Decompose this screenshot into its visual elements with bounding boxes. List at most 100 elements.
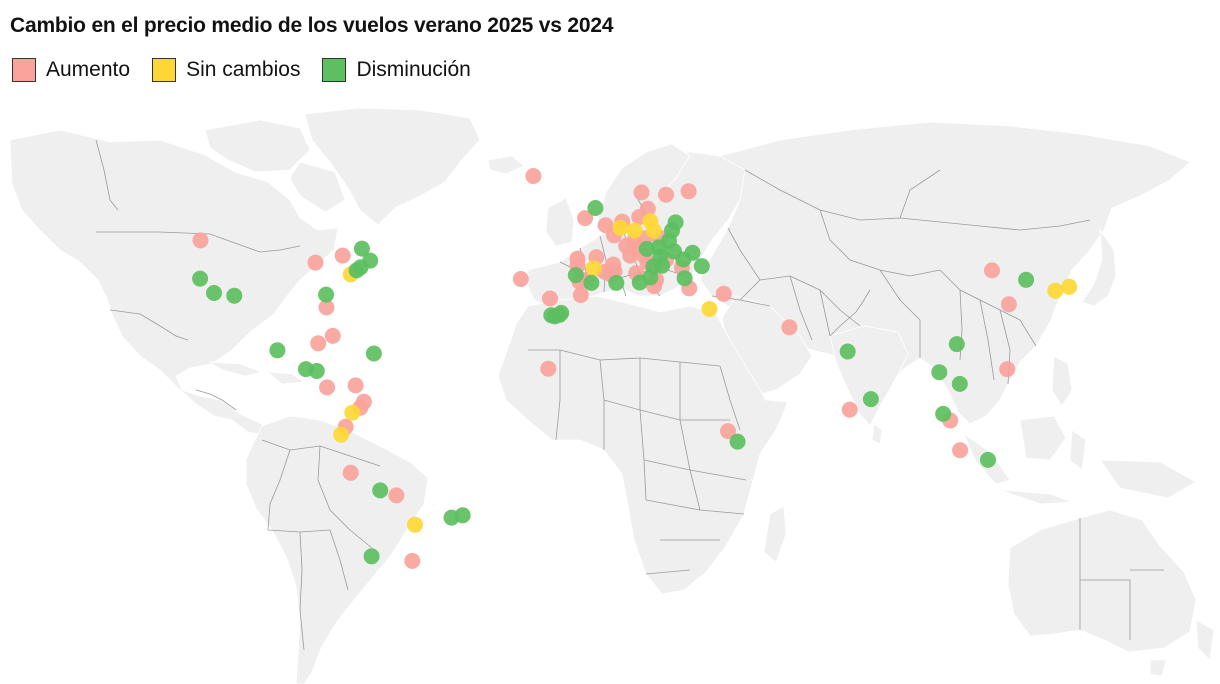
legend-swatch-same xyxy=(152,58,177,82)
marker-increase[interactable] xyxy=(192,232,209,249)
marker-decrease[interactable] xyxy=(608,274,625,291)
marker-increase[interactable] xyxy=(1000,296,1017,313)
marker-decrease[interactable] xyxy=(587,200,604,216)
marker-decrease[interactable] xyxy=(192,270,209,287)
marker-increase[interactable] xyxy=(952,442,969,459)
marker-decrease[interactable] xyxy=(951,375,968,392)
marker-decrease[interactable] xyxy=(693,258,710,275)
marker-decrease[interactable] xyxy=(206,285,222,301)
marker-increase[interactable] xyxy=(512,271,529,287)
marker-decrease[interactable] xyxy=(1018,271,1035,288)
marker-increase[interactable] xyxy=(572,287,589,303)
marker-increase[interactable] xyxy=(334,247,351,264)
marker-decrease[interactable] xyxy=(226,287,243,304)
world-map xyxy=(9,107,1215,684)
land-java xyxy=(999,489,1073,505)
marker-decrease[interactable] xyxy=(931,364,948,381)
airport-markers xyxy=(192,168,1078,569)
marker-increase[interactable] xyxy=(633,184,650,201)
border-australia-states xyxy=(1079,518,1164,640)
marker-increase[interactable] xyxy=(781,319,798,336)
marker-increase[interactable] xyxy=(569,250,586,267)
marker-increase[interactable] xyxy=(658,186,674,203)
marker-same[interactable] xyxy=(585,260,602,277)
borders-africa xyxy=(528,349,747,575)
marker-decrease[interactable] xyxy=(980,451,996,468)
marker-same[interactable] xyxy=(645,222,662,239)
legend-swatch-increase xyxy=(12,58,36,82)
land-hispaniola xyxy=(266,371,306,385)
borders-middle-east xyxy=(711,227,861,341)
land-sulawesi xyxy=(1069,429,1087,471)
marker-decrease[interactable] xyxy=(318,286,335,303)
landmasses xyxy=(9,107,1215,684)
land-madagascar xyxy=(763,505,787,563)
marker-decrease[interactable] xyxy=(308,363,325,379)
marker-decrease[interactable] xyxy=(348,262,365,279)
marker-same[interactable] xyxy=(612,219,629,236)
marker-decrease[interactable] xyxy=(862,391,879,408)
border-canada-alaska xyxy=(95,139,119,211)
marker-increase[interactable] xyxy=(715,285,732,302)
marker-increase[interactable] xyxy=(342,464,359,481)
marker-increase[interactable] xyxy=(639,200,656,217)
marker-same[interactable] xyxy=(1061,278,1078,295)
marker-decrease[interactable] xyxy=(372,482,389,499)
marker-increase[interactable] xyxy=(984,262,1000,279)
marker-increase[interactable] xyxy=(324,327,341,344)
legend-item-same: Sin cambios xyxy=(152,58,300,82)
legend-label-increase: Aumento xyxy=(46,58,131,81)
marker-decrease[interactable] xyxy=(353,240,370,257)
marker-same[interactable] xyxy=(344,404,361,421)
marker-same[interactable] xyxy=(407,516,423,533)
marker-increase[interactable] xyxy=(542,290,558,307)
land-philippines xyxy=(1051,355,1073,407)
marker-decrease[interactable] xyxy=(675,251,692,268)
marker-increase[interactable] xyxy=(310,335,327,352)
marker-same[interactable] xyxy=(626,222,643,239)
marker-increase[interactable] xyxy=(680,183,697,200)
marker-decrease[interactable] xyxy=(567,267,584,284)
legend: Aumento Sin cambios Disminución xyxy=(12,58,493,82)
marker-increase[interactable] xyxy=(720,423,736,440)
marker-increase[interactable] xyxy=(525,168,542,184)
marker-decrease[interactable] xyxy=(638,240,655,257)
marker-same[interactable] xyxy=(1047,282,1064,299)
marker-same[interactable] xyxy=(701,301,718,317)
marker-increase[interactable] xyxy=(841,401,858,418)
marker-decrease[interactable] xyxy=(676,270,693,287)
legend-item-decrease: Disminución xyxy=(322,58,471,82)
marker-increase[interactable] xyxy=(319,379,336,396)
borders-south-america xyxy=(261,439,381,651)
land-greenland xyxy=(304,107,481,226)
land-japan xyxy=(1081,228,1117,307)
marker-decrease[interactable] xyxy=(948,336,965,353)
marker-decrease[interactable] xyxy=(363,548,380,565)
marker-increase[interactable] xyxy=(999,361,1016,378)
marker-increase[interactable] xyxy=(540,360,557,377)
land-india xyxy=(829,325,909,427)
marker-decrease[interactable] xyxy=(631,274,648,291)
marker-decrease[interactable] xyxy=(454,507,471,524)
marker-increase[interactable] xyxy=(318,299,335,316)
marker-decrease[interactable] xyxy=(839,343,856,360)
marker-same[interactable] xyxy=(333,426,350,443)
marker-decrease[interactable] xyxy=(269,342,286,359)
marker-decrease[interactable] xyxy=(583,274,600,291)
land-arctic-islands xyxy=(204,119,311,173)
marker-increase[interactable] xyxy=(577,210,594,227)
marker-increase[interactable] xyxy=(347,377,364,394)
marker-increase[interactable] xyxy=(355,393,372,410)
land-baffin xyxy=(289,161,346,213)
marker-decrease[interactable] xyxy=(652,248,669,265)
legend-label-decrease: Disminución xyxy=(356,58,471,81)
marker-decrease[interactable] xyxy=(365,345,382,362)
marker-decrease[interactable] xyxy=(935,405,952,422)
marker-increase[interactable] xyxy=(388,487,405,504)
legend-swatch-decrease xyxy=(322,58,347,82)
marker-decrease[interactable] xyxy=(553,304,570,321)
marker-increase[interactable] xyxy=(307,254,324,271)
marker-decrease[interactable] xyxy=(729,433,746,450)
land-iceland xyxy=(487,155,525,175)
marker-increase[interactable] xyxy=(404,552,421,569)
